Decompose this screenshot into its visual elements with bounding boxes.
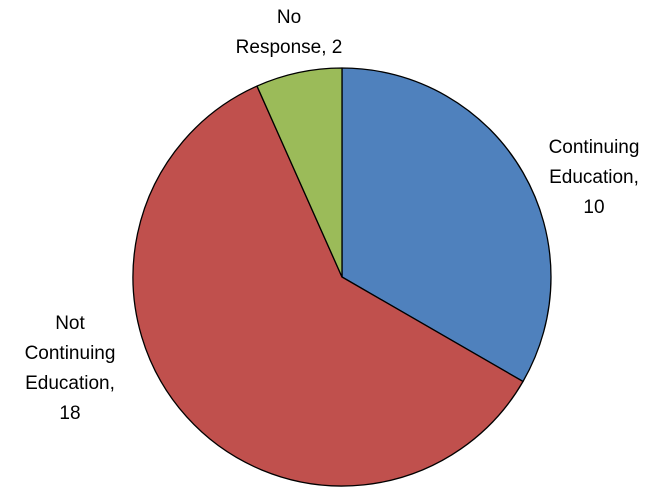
data-label-continuing-education: Continuing Education, 10 bbox=[549, 137, 640, 218]
pie-data-labels: Continuing Education, 10 Not Continuing Educa… bbox=[25, 7, 640, 424]
data-label-line: Continuing bbox=[549, 137, 640, 158]
pie-slices bbox=[132, 67, 552, 487]
data-label-text: Continuing Education, 10 bbox=[549, 137, 640, 218]
data-label-text: Not Continuing Education, 18 bbox=[25, 313, 116, 424]
pie-slice-not-continuing-education bbox=[132, 85, 524, 487]
pie-slice-no-response bbox=[256, 67, 343, 278]
data-label-line: Response, 2 bbox=[236, 37, 343, 58]
data-label-line: Education, bbox=[549, 167, 639, 188]
data-label-line: No bbox=[277, 7, 301, 28]
data-label-not-continuing-education: Not Continuing Education, 18 bbox=[25, 313, 116, 424]
data-label-no-response: No Response, 2 bbox=[236, 7, 343, 58]
data-label-line: Not bbox=[55, 313, 85, 334]
data-label-line: 18 bbox=[59, 403, 80, 424]
data-label-line: Education, bbox=[25, 373, 115, 394]
pie-slice-continuing-education bbox=[341, 67, 552, 383]
data-label-text: No Response, 2 bbox=[236, 7, 343, 58]
data-label-line: Continuing bbox=[25, 343, 116, 364]
data-label-line: 10 bbox=[583, 197, 604, 218]
